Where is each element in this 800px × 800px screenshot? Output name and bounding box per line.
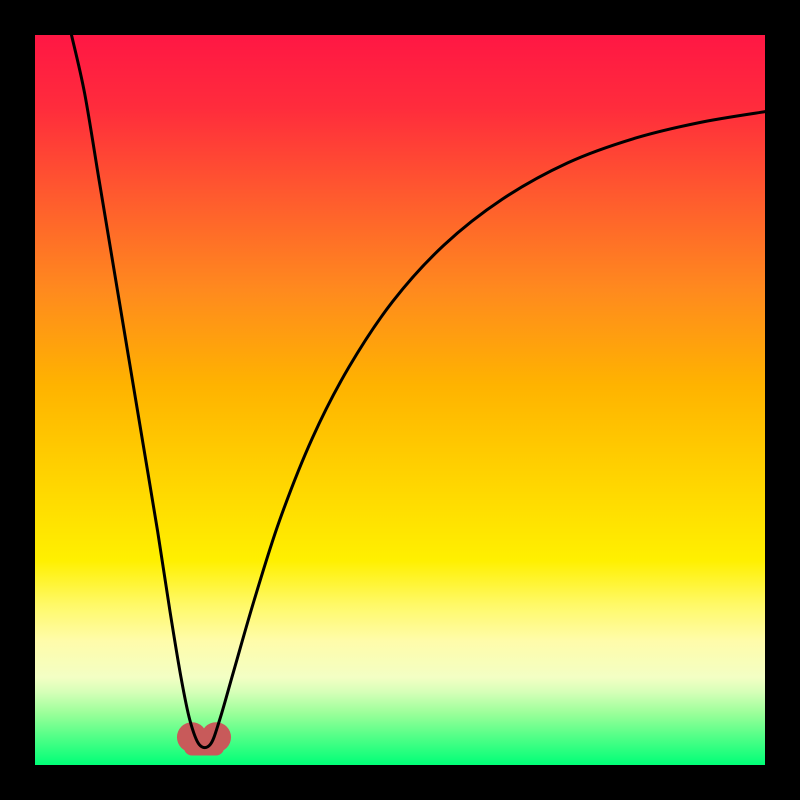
chart-svg [0, 0, 800, 800]
chart-root: TheBottleneck.com [0, 0, 800, 800]
chart-gradient-bg [35, 35, 765, 765]
